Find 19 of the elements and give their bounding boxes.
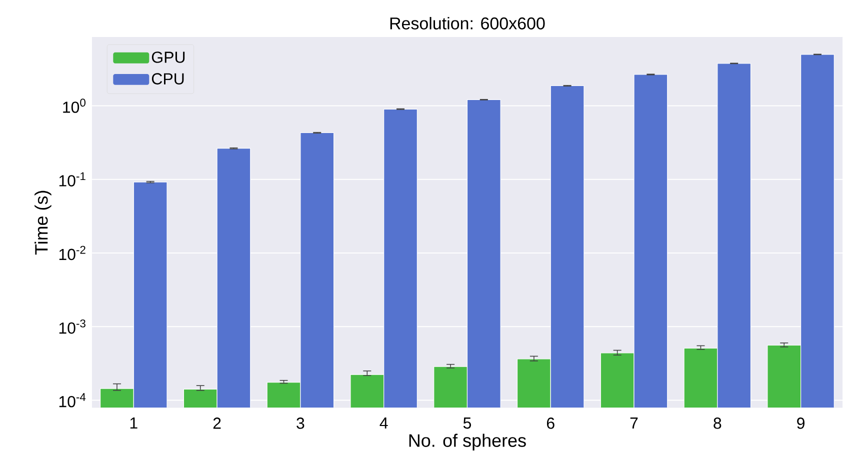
x-tick-label: 3 [296,418,304,430]
x-tick-label: 7 [630,418,638,429]
x-tick-label: 1 [130,418,138,429]
x-tick-label: 4 [380,418,388,429]
y-tick-label: 10$^{-1}$ [59,172,86,187]
x-tick-label: 5 [463,418,471,429]
legend-label: CPU [152,73,184,85]
y-tick-label: 10$^{-4}$ [59,393,86,408]
y-tick-label: 10$^{-2}$ [59,246,86,260]
y-axis-title: Time (s) [34,191,52,255]
legend-label: GPU [152,52,185,64]
chart-title: Resolution: 600x600 [390,17,545,30]
x-axis-title: No. of spheres [409,434,526,451]
y-tick-label: 10$^{0}$ [63,98,86,114]
x-tick-label: 8 [714,418,722,430]
x-tick-label: 9 [797,418,804,430]
x-tick-label: 6 [546,418,554,430]
y-tick-label: 10$^{-3}$ [59,320,86,334]
x-tick-label: 2 [213,418,221,429]
